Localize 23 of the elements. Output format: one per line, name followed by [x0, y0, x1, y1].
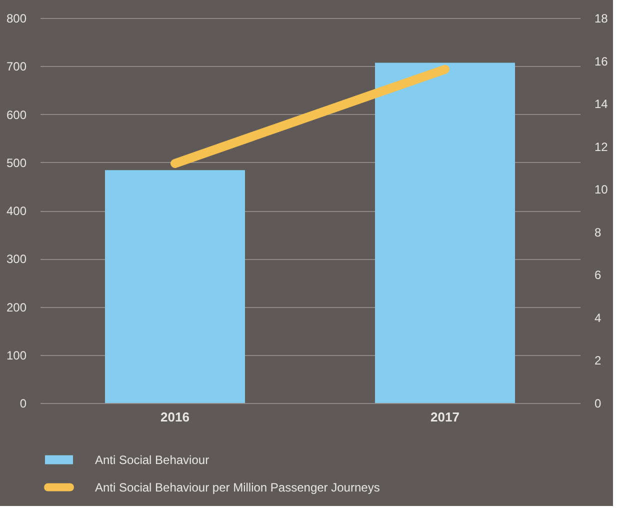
y2-tick-label: 10 [594, 182, 608, 197]
y-tick-label: 100 [6, 348, 27, 362]
y2-tick-label: 14 [594, 97, 608, 112]
y-tick-label: 200 [6, 300, 27, 314]
y2-tick-label: 18 [594, 12, 608, 26]
x-tick-label: 2016 [160, 410, 190, 424]
y2-tick-label: 8 [594, 225, 602, 240]
y2-tick-label: 0 [594, 396, 602, 410]
y-tick-label: 300 [6, 252, 27, 266]
y-tick-label: 600 [6, 108, 27, 122]
y2-tick-label: 2 [594, 354, 602, 368]
y-tick-label: 400 [6, 204, 27, 218]
y-tick-label: 500 [6, 156, 27, 170]
y2-tick-label: 12 [594, 140, 608, 154]
legend-label: Anti Social Behaviour per Million Passenger Journeys [95, 480, 380, 494]
y2-tick-label: 6 [594, 268, 602, 282]
y-tick-label: 800 [6, 12, 27, 26]
y2-tick-label: 4 [594, 310, 602, 325]
y2-tick-label: 16 [594, 54, 608, 68]
y-tick-label: 0 [20, 396, 27, 410]
legend-label: Anti Social Behaviour [95, 452, 210, 467]
y-tick-label: 700 [6, 60, 27, 74]
x-tick-label: 2017 [430, 410, 460, 424]
